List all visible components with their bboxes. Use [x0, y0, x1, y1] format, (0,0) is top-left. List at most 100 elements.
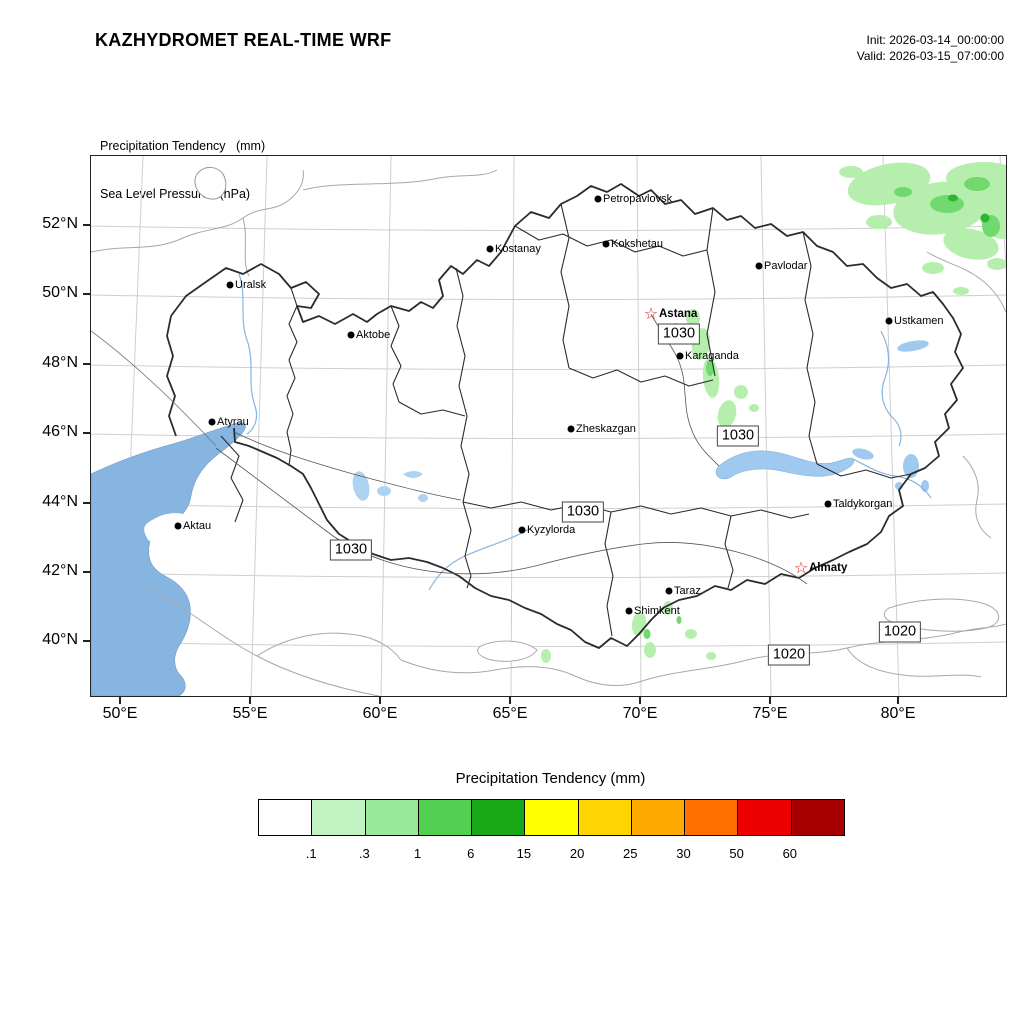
lon-tick-label: 55°E	[232, 705, 268, 722]
city-dot-icon	[665, 587, 673, 595]
lat-tick-label: 40°N	[42, 631, 78, 648]
region-borders	[166, 183, 964, 649]
page-title: KAZHYDROMET REAL-TIME WRF	[95, 30, 392, 50]
legend-color-cell	[630, 800, 685, 835]
field-label-pressure: Sea Level Pressure (hPa)	[100, 187, 251, 201]
legend-color-cell	[417, 800, 472, 835]
city-dot-icon	[208, 418, 216, 426]
lake-zaysan	[897, 340, 929, 352]
lat-tick-mark	[83, 502, 90, 504]
capital-star-icon: ☆	[643, 305, 659, 323]
field-label-precipitation: Precipitation Tendency (mm)	[100, 139, 266, 153]
legend-color-cell	[684, 800, 738, 835]
legend-color-cell	[471, 800, 525, 835]
pressure-label-1030: 1030	[657, 323, 701, 345]
lon-tick-mark	[119, 697, 121, 704]
city-label: Astana	[659, 308, 698, 320]
city-dot-icon	[347, 331, 355, 339]
valid-time: Valid: 2026-03-15_07:00:00	[856, 49, 1004, 63]
lat-tick-label: 46°N	[42, 423, 78, 440]
legend-tick-label: .3	[358, 846, 370, 861]
lat-tick-mark	[83, 293, 90, 295]
legend-tick-label: 6	[467, 846, 475, 861]
lat-tick-mark	[83, 571, 90, 573]
city-label: Taldykorgan	[833, 498, 893, 510]
lat-tick-label: 52°N	[42, 215, 78, 232]
city-dot-icon	[226, 281, 234, 289]
city-label: Ustkamen	[894, 315, 944, 327]
lon-tick-mark	[639, 697, 641, 704]
lat-tick-mark	[83, 224, 90, 226]
city-label: Almaty	[809, 562, 848, 574]
lat-tick-label: 44°N	[42, 493, 78, 510]
pressure-label-1020: 1020	[878, 621, 922, 643]
lon-tick-label: 50°E	[102, 705, 138, 722]
legend-tick-label: 50	[729, 846, 744, 861]
foreign-borders	[91, 167, 1006, 696]
city-label: Zheskazgan	[576, 423, 636, 435]
lon-tick-label: 60°E	[362, 705, 398, 722]
legend-tick-label: .1	[305, 846, 317, 861]
legend-tick-label: 25	[623, 846, 638, 861]
city-dot-icon	[486, 245, 494, 253]
map-overlay: Petropavlovsk Kostanay Kokshetau Pavlodar Ur…	[91, 156, 1006, 696]
city-label: Taraz	[674, 585, 701, 597]
precipitation-shading	[541, 162, 1006, 663]
legend-tick-label: 60	[782, 846, 798, 861]
city-label: Petropavlovsk	[603, 193, 673, 205]
city-dot-icon	[625, 607, 633, 615]
pressure-label-1030: 1030	[561, 501, 605, 523]
lat-tick-label: 48°N	[42, 354, 78, 371]
legend-color-cell	[790, 800, 844, 835]
lat-tick-mark	[83, 640, 90, 642]
legend-tick-labels: .1 .3 1 6 15 20 25 30 50 60	[258, 846, 843, 862]
lon-tick-mark	[379, 697, 381, 704]
pressure-label-1030: 1030	[329, 539, 373, 561]
lon-tick-label: 70°E	[622, 705, 658, 722]
city-label: Aktau	[183, 520, 212, 532]
map-plot: Petropavlovsk Kostanay Kokshetau Pavlodar Ur…	[90, 155, 1007, 697]
legend-colorbar	[258, 799, 845, 836]
city-dot-icon	[676, 352, 684, 360]
legend-color-cell	[311, 800, 365, 835]
legend-tick-label: 30	[676, 846, 691, 861]
city-label: Kokshetau	[611, 238, 663, 250]
city-dot-icon	[594, 195, 602, 203]
pressure-label-1020: 1020	[767, 644, 811, 666]
legend-color-cell	[524, 800, 578, 835]
lon-tick-label: 80°E	[880, 705, 916, 722]
legend-color-cell	[577, 800, 631, 835]
lat-tick-label: 50°N	[42, 284, 78, 301]
city-label: Uralsk	[235, 279, 267, 291]
city-label: Shimkent	[634, 605, 680, 617]
map-canvas	[91, 156, 1006, 696]
city-dot-icon	[755, 262, 763, 270]
lon-tick-mark	[897, 697, 899, 704]
city-dot-icon	[824, 500, 832, 508]
city-label: Atyrau	[217, 416, 249, 428]
lon-tick-mark	[509, 697, 511, 704]
city-label: Kostanay	[495, 243, 541, 255]
city-label: Kyzylorda	[527, 524, 576, 536]
legend-color-cell	[364, 800, 418, 835]
lat-tick-label: 42°N	[42, 562, 78, 579]
lat-tick-mark	[83, 432, 90, 434]
graticule	[91, 156, 1006, 696]
city-label: Pavlodar	[764, 260, 808, 272]
city-label: Karaganda	[685, 350, 739, 362]
init-time: Init: 2026-03-14_00:00:00	[866, 33, 1004, 47]
lon-tick-mark	[769, 697, 771, 704]
aral-sea	[352, 471, 370, 501]
model-run-info: Init: 2026-03-14_00:00:00 Valid: 2026-03…	[857, 32, 1004, 64]
lon-tick-mark	[249, 697, 251, 704]
lake-balkhash	[715, 450, 855, 480]
lon-tick-label: 75°E	[752, 705, 788, 722]
legend-tick-label: 1	[413, 846, 422, 861]
legend-color-cell	[259, 800, 312, 835]
legend-title: Precipitation Tendency (mm)	[455, 770, 646, 787]
pressure-label-1030: 1030	[716, 425, 760, 447]
city-dot-icon	[602, 240, 610, 248]
legend-tick-label: 15	[516, 846, 532, 861]
city-label: Aktobe	[356, 329, 391, 341]
